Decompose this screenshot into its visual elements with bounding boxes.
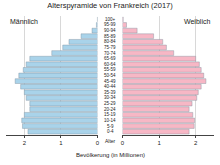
svg-text:30-34: 30-34 <box>104 95 116 100</box>
svg-text:95-99: 95-99 <box>104 22 116 27</box>
svg-text:0: 0 <box>96 140 100 146</box>
svg-text:45-49: 45-49 <box>104 79 116 84</box>
svg-text:0-4: 0-4 <box>107 129 114 134</box>
svg-text:90-94: 90-94 <box>104 28 116 33</box>
svg-text:75-79: 75-79 <box>104 45 116 50</box>
svg-text:10-14: 10-14 <box>104 118 116 123</box>
svg-text:70-74: 70-74 <box>104 51 116 56</box>
svg-text:5-9: 5-9 <box>107 124 114 129</box>
svg-text:1: 1 <box>157 140 161 146</box>
svg-text:60-64: 60-64 <box>104 62 116 67</box>
svg-text:100+: 100+ <box>105 17 116 22</box>
svg-text:15-19: 15-19 <box>104 112 116 117</box>
svg-text:Alter: Alter <box>105 138 116 144</box>
svg-text:2: 2 <box>194 140 198 146</box>
svg-text:50-54: 50-54 <box>104 73 116 78</box>
svg-text:1: 1 <box>59 140 63 146</box>
svg-text:2: 2 <box>23 140 27 146</box>
svg-text:Bevölkerung (in Millionen): Bevölkerung (in Millionen) <box>76 152 145 158</box>
svg-text:65-69: 65-69 <box>104 56 116 61</box>
svg-text:35-39: 35-39 <box>104 90 116 95</box>
svg-text:Weiblich: Weiblich <box>184 18 210 25</box>
svg-text:80-84: 80-84 <box>104 39 116 44</box>
svg-text:55-59: 55-59 <box>104 67 116 72</box>
svg-text:Alterspyramide von Frankreich: Alterspyramide von Frankreich (2017) <box>47 1 173 10</box>
svg-text:25-29: 25-29 <box>104 101 116 106</box>
svg-text:85-89: 85-89 <box>104 34 116 39</box>
svg-text:20-24: 20-24 <box>104 107 116 112</box>
svg-text:0: 0 <box>121 140 125 146</box>
svg-text:Männlich: Männlich <box>10 18 38 25</box>
svg-text:40-44: 40-44 <box>104 84 116 89</box>
